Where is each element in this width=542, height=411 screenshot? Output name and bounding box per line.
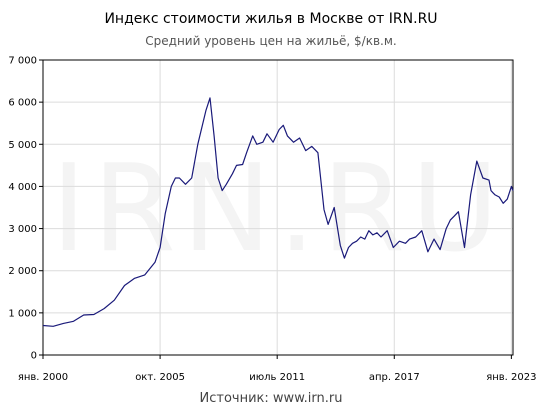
x-tick-label: июль 2011	[249, 372, 305, 383]
chart-title: Индекс стоимости жилья в Москве от IRN.R…	[104, 11, 437, 27]
y-tick-label: 7 000	[8, 56, 37, 67]
y-tick-label: 0	[31, 351, 37, 362]
source-note: Источник: www.irn.ru	[200, 391, 343, 406]
y-tick-label: 1 000	[8, 308, 37, 319]
chart-watermark: IRN.RU	[51, 140, 505, 279]
chart-subtitle: Средний уровень цен на жильё, $/кв.м.	[145, 34, 396, 48]
y-tick-label: 4 000	[8, 182, 37, 193]
x-tick-label: апр. 2017	[369, 372, 420, 383]
y-tick-label: 5 000	[8, 140, 37, 151]
x-tick-label: янв. 2023	[486, 372, 536, 383]
x-tick-label: янв. 2000	[18, 372, 68, 383]
plot-area	[42, 59, 514, 356]
y-tick-label: 3 000	[8, 224, 37, 235]
y-axis: 0 1 000 2 000 3 000 4 000 5 000 6 000 7 000	[8, 56, 43, 362]
x-tick-label: окт. 2005	[135, 372, 185, 383]
chart-grid	[43, 60, 513, 355]
price-series-line	[42, 97, 514, 327]
x-axis: янв. 2000 окт. 2005 июль 2011 апр. 2017 янв.…	[18, 355, 537, 383]
y-tick-label: 6 000	[8, 98, 37, 109]
y-tick-label: 2 000	[8, 266, 37, 277]
